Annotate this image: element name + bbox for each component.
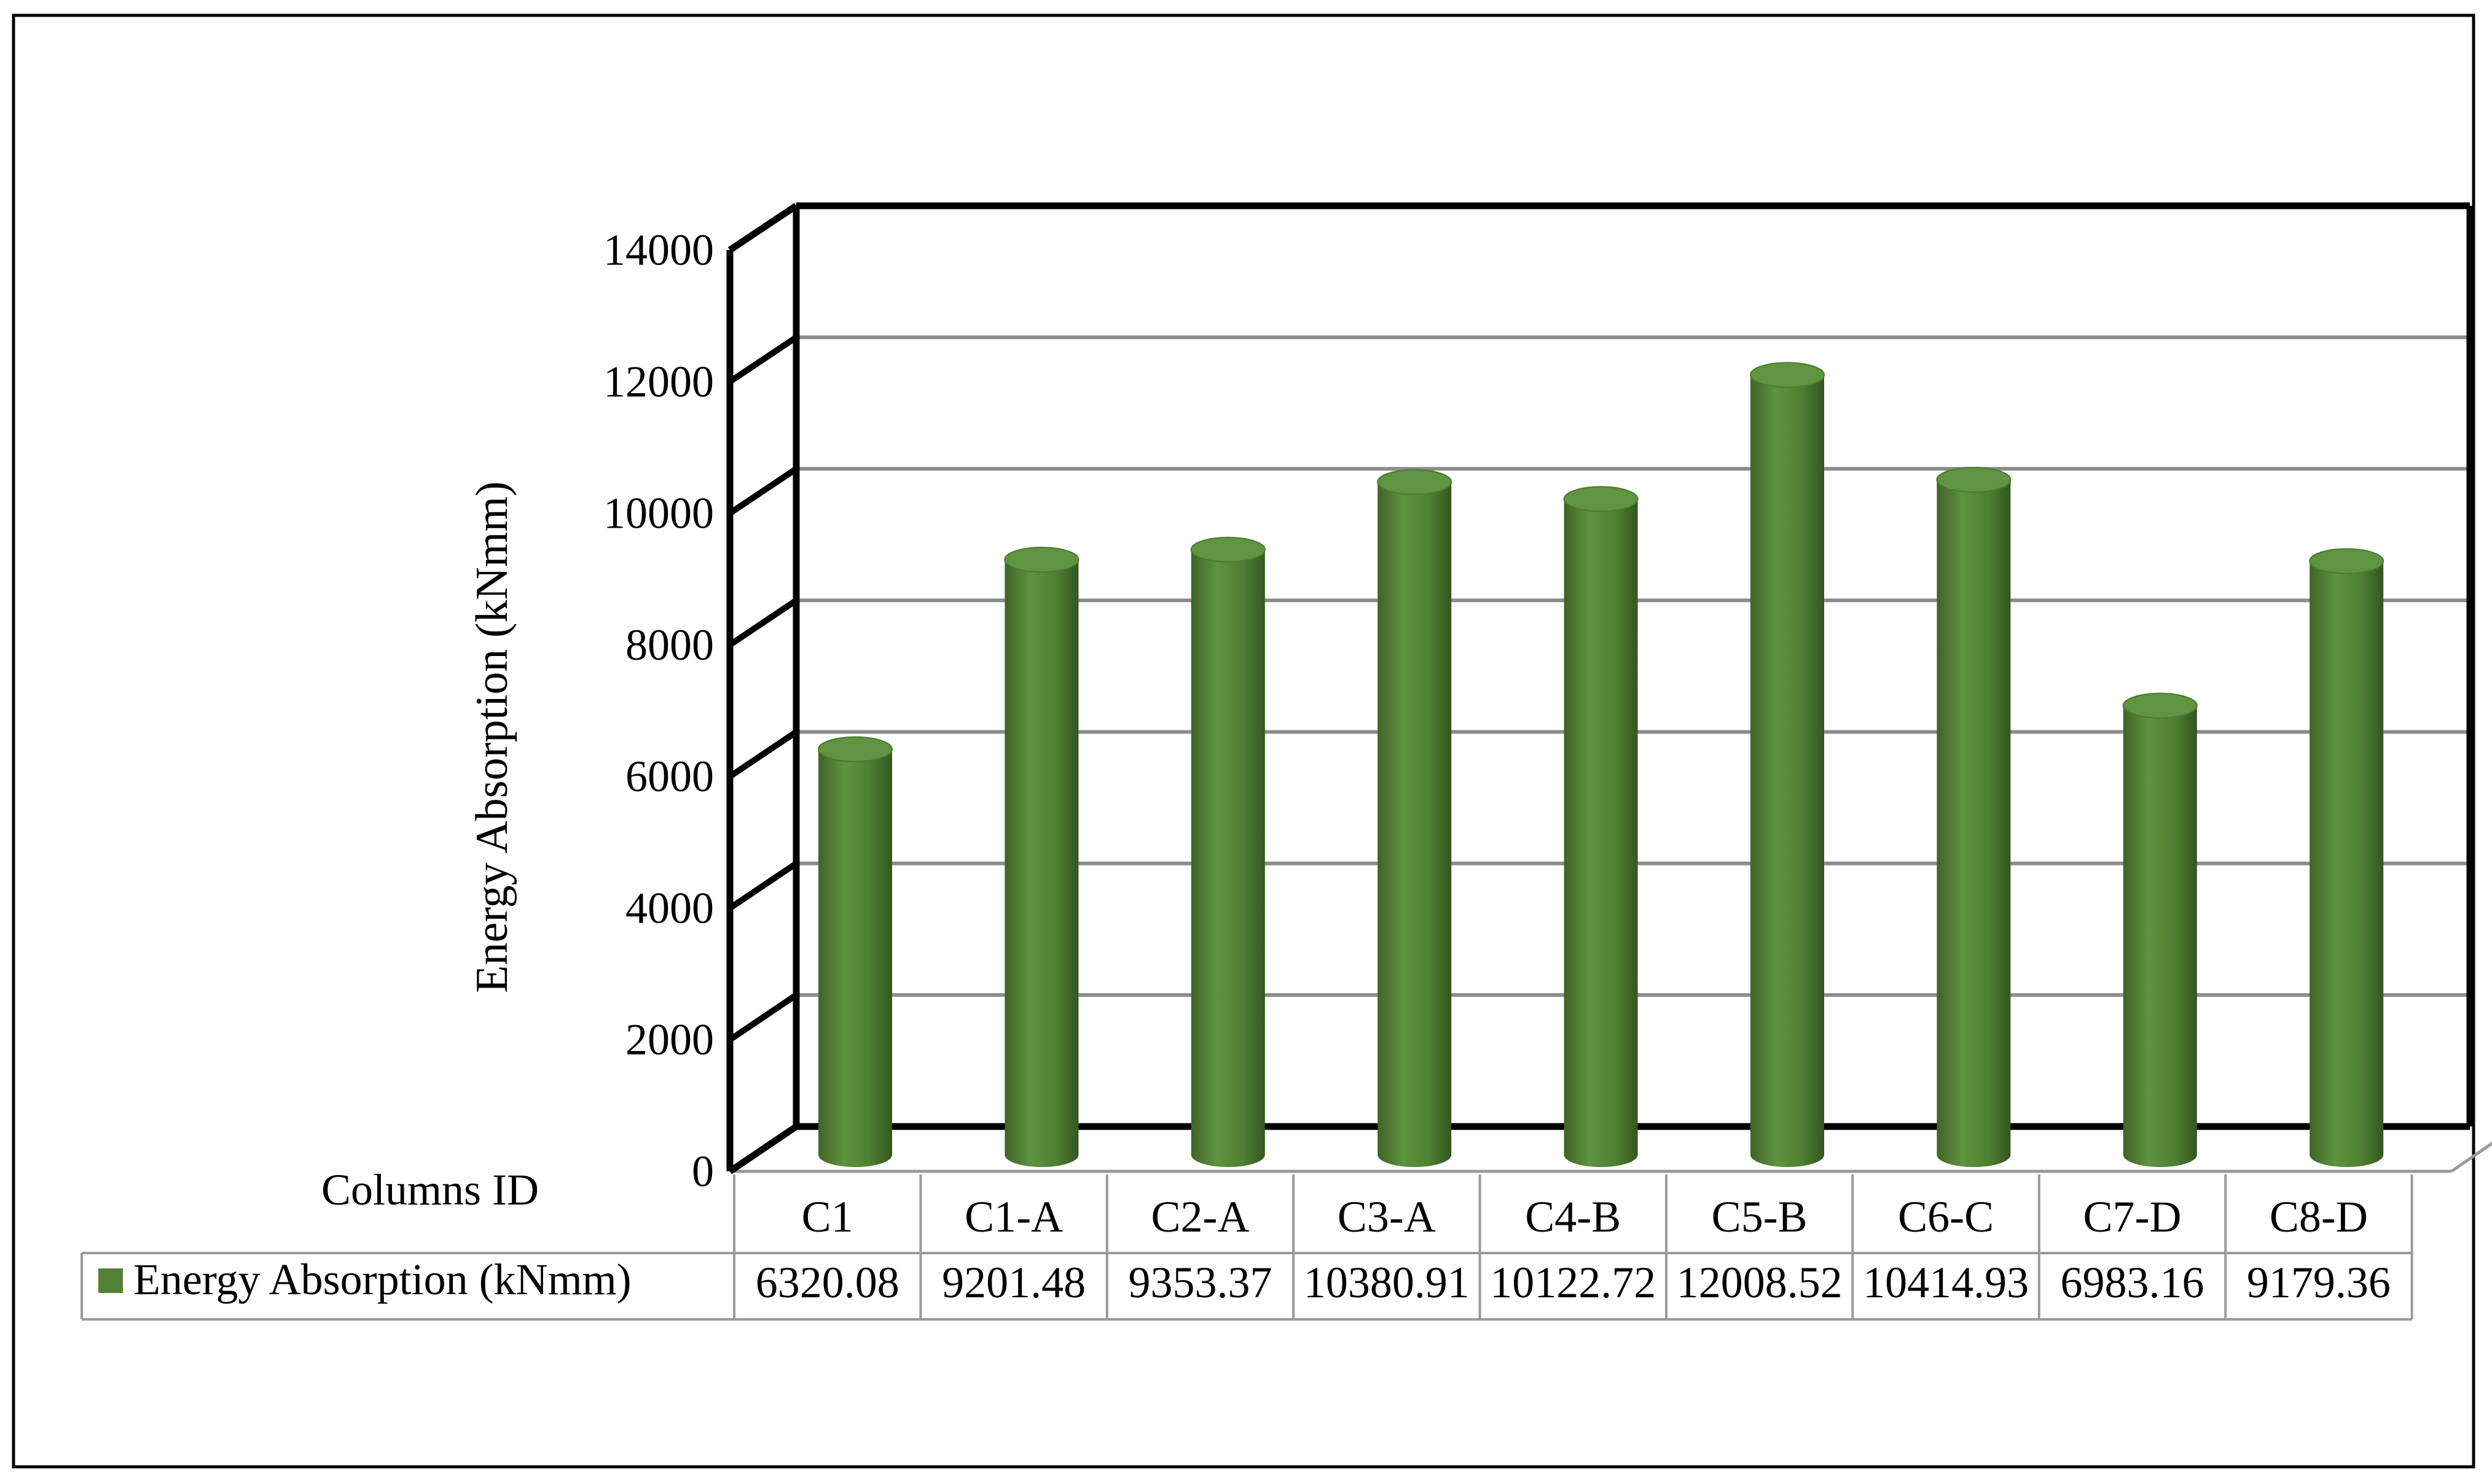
table-value: 6983.16 <box>2061 1258 2204 1307</box>
table-category-label: C3-A <box>1338 1192 1436 1241</box>
bar-top <box>2122 692 2198 719</box>
plot-area: 0 2000 4000 6000 8000 10000 12000 14000 <box>603 202 2492 1196</box>
bar-top <box>1936 467 2012 493</box>
table-corner-label: Columns ID <box>321 1165 539 1214</box>
bar-top <box>1377 469 1452 495</box>
bar-top <box>1563 486 1639 512</box>
y-tick-mark <box>728 992 798 1042</box>
bar <box>1563 486 1639 1167</box>
y-tick-label: 2000 <box>625 1015 714 1064</box>
table-value: 10122.72 <box>1490 1258 1656 1307</box>
table-value-row: 6320.08 9201.48 9353.37 10380.91 10122.72 120… <box>756 1258 2391 1307</box>
table-category-label: C8-D <box>2270 1192 2368 1241</box>
y-tick-mark <box>728 466 798 516</box>
table-category-label: C7-D <box>2083 1192 2182 1241</box>
bar <box>1377 469 1452 1167</box>
bar-top <box>1750 362 1825 388</box>
y-tick-mark <box>728 861 798 911</box>
table-value: 9353.37 <box>1129 1258 1272 1307</box>
table-category-headers: C1 C1-A C2-A C3-A C4-B C5-B C6-C C7-D C8-D <box>802 1192 2368 1241</box>
y-axis-title: Energy Absorption (kNmm) <box>467 481 517 993</box>
bar-top <box>1004 547 1079 573</box>
bar-body <box>2123 705 2197 1167</box>
bar <box>2309 548 2384 1167</box>
table-value: 12008.52 <box>1677 1258 1843 1307</box>
table-category-label: C2-A <box>1151 1192 1250 1241</box>
y-tick-mark <box>728 1123 798 1174</box>
bar-body <box>1564 499 1638 1167</box>
y-tick-label: 8000 <box>625 620 714 670</box>
y-tick-label: 4000 <box>625 883 714 932</box>
bars <box>818 362 2384 1168</box>
y-tick-label: 12000 <box>603 357 714 406</box>
bar-body <box>1377 482 1452 1167</box>
bar-top <box>818 736 893 762</box>
bar-body <box>1937 480 2011 1167</box>
bar-body <box>2310 561 2384 1167</box>
table-category-label: C6-C <box>1898 1192 1994 1241</box>
legend-key <box>98 1268 123 1293</box>
legend-label: Energy Absorption (kNmm) <box>133 1255 632 1304</box>
bar <box>1004 547 1079 1167</box>
bar-top <box>2309 548 2384 574</box>
table-category-label: C1-A <box>965 1192 1063 1241</box>
table-category-label: C5-B <box>1712 1192 1808 1241</box>
data-table: Columns ID Energy Absorption (kNmm) C1 C1… <box>80 1165 2413 1321</box>
y-tick-label: 14000 <box>603 225 714 275</box>
table-category-label: C4-B <box>1525 1192 1621 1241</box>
table-category-label: C1 <box>802 1192 853 1241</box>
table-value: 10414.93 <box>1863 1258 2029 1307</box>
table-value: 9179.36 <box>2247 1258 2391 1307</box>
y-tick-label: 10000 <box>603 489 714 538</box>
table-value: 9201.48 <box>942 1258 1086 1307</box>
y-tick-mark <box>728 598 798 648</box>
y-tick-label: 6000 <box>625 752 714 801</box>
bar-top <box>1190 536 1266 563</box>
table-value: 6320.08 <box>756 1258 899 1307</box>
bar-body <box>818 749 892 1167</box>
bar <box>2122 692 2198 1167</box>
bar-body <box>1191 549 1265 1167</box>
y-tick-label: 0 <box>692 1147 714 1196</box>
floor-right-edge <box>2450 1141 2492 1173</box>
y-tick-mark <box>728 729 798 779</box>
table-grid <box>80 1174 2413 1321</box>
bar <box>1190 536 1266 1167</box>
bar <box>818 736 893 1167</box>
y-ticks: 0 2000 4000 6000 8000 10000 12000 14000 <box>603 203 798 1196</box>
y-tick-mark <box>728 334 798 385</box>
bar-body <box>1750 375 1824 1168</box>
y-tick-mark <box>728 203 798 253</box>
bar <box>1936 467 2012 1167</box>
table-value: 10380.91 <box>1304 1258 1470 1307</box>
bar-body <box>1005 560 1079 1167</box>
bar <box>1750 362 1825 1168</box>
